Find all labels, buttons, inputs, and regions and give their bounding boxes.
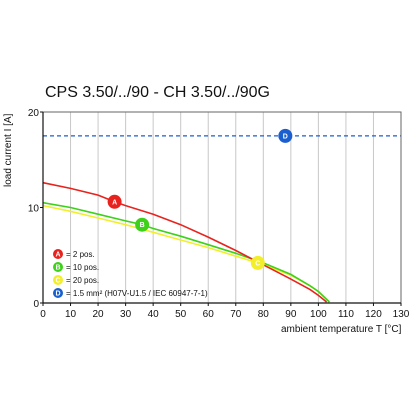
series-line-a: [42, 181, 328, 303]
legend-dot-label: B: [55, 264, 60, 271]
marker-label-b: B: [140, 222, 145, 229]
legend-dot-label: A: [55, 251, 60, 258]
x-tick-label: 30: [120, 309, 132, 320]
x-axis-label: ambient temperature T [°C]: [281, 324, 402, 335]
marker-c: [250, 255, 265, 270]
x-tick-label: 0: [40, 309, 46, 320]
x-tick-label: 120: [365, 309, 382, 320]
x-tick-label: 110: [338, 309, 354, 320]
x-tick-label: 50: [175, 309, 187, 320]
legend-dot-label: D: [55, 290, 60, 297]
x-tick-label: 80: [258, 309, 270, 320]
marker-d: [278, 128, 293, 143]
tick-labels: 0 10 20 30 40 50 60 70 80 90 100 110 120 130 0 10 20: [28, 108, 410, 320]
x-tick-label: 130: [393, 309, 410, 320]
series-group: [42, 135, 401, 303]
marker-label-a: A: [112, 199, 117, 206]
plot-frame: [42, 111, 402, 304]
y-axis-label: load current I [A]: [3, 113, 14, 187]
x-tick-label: 90: [285, 309, 297, 320]
x-tick-label: 40: [148, 309, 160, 320]
legend: A = 2 pos. B = 10 pos. C = 20 pos. D = 1.5 mm² …: [53, 249, 208, 298]
legend-text-b: = 10 pos.: [66, 263, 99, 272]
marker-b: [135, 217, 150, 232]
legend-text-a: = 2 pos.: [66, 250, 95, 259]
legend-dot-c: [53, 275, 63, 285]
chart-title: CPS 3.50/../90 - CH 3.50/../90G: [45, 84, 270, 101]
marker-label-c: C: [255, 260, 260, 267]
x-tick-label: 10: [65, 309, 77, 320]
series-markers: A B C D: [107, 128, 293, 270]
marker-label-d: D: [283, 133, 288, 140]
axes: [40, 111, 402, 306]
legend-text-c: = 20 pos.: [66, 276, 99, 285]
y-tick-label: 0: [33, 299, 39, 310]
x-tick-label: 60: [203, 309, 215, 320]
legend-dot-label: C: [55, 277, 60, 284]
x-tick-label: 70: [230, 309, 242, 320]
y-tick-label: 10: [28, 204, 40, 215]
legend-dot-a: [53, 249, 63, 259]
legend-dot-d: [53, 288, 63, 298]
series-line-b: [42, 201, 330, 303]
marker-a: [107, 194, 122, 209]
x-tick-label: 20: [93, 309, 105, 320]
y-tick-label: 20: [28, 108, 40, 119]
x-tick-label: 100: [310, 309, 327, 320]
grid-lines: [70, 112, 374, 303]
legend-text-d: = 1.5 mm² (H07V-U1.5 / IEC 60947-7-1): [66, 289, 208, 298]
legend-dot-b: [53, 262, 63, 272]
